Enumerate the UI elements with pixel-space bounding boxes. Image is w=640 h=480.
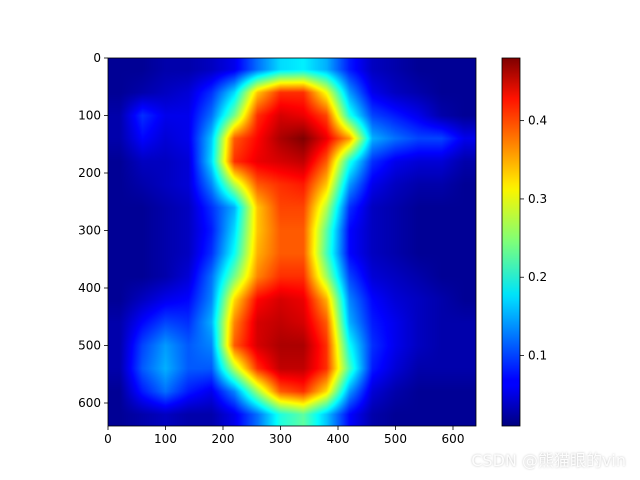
- y-tick-label: 600: [78, 396, 101, 410]
- x-tick-label: 0: [104, 432, 112, 446]
- plot-frame: [107, 57, 477, 427]
- x-tick-label: 300: [269, 432, 292, 446]
- x-axis: 0 100 200 300 400 500 600: [104, 426, 464, 446]
- x-tick-label: 400: [327, 432, 350, 446]
- colorbar-ticks: 0.1 0.2 0.3 0.4: [520, 114, 547, 363]
- y-tick-label: 0: [93, 51, 101, 65]
- x-tick-label: 500: [384, 432, 407, 446]
- colorbar-gradient: [502, 58, 520, 426]
- y-tick-label: 100: [78, 109, 101, 123]
- plot-area: [107, 57, 477, 427]
- y-tick-label: 300: [78, 224, 101, 238]
- colorbar: 0.1 0.2 0.3 0.4: [501, 57, 547, 427]
- x-tick-label: 100: [154, 432, 177, 446]
- colorbar-tick-label: 0.3: [528, 192, 547, 206]
- watermark: CSDN @熊猫眼的vin: [471, 451, 626, 470]
- y-axis: 0 100 200 300 400 500 600: [78, 51, 108, 410]
- colorbar-tick-label: 0.4: [528, 114, 547, 128]
- y-tick-label: 400: [78, 281, 101, 295]
- colorbar-frame: [501, 57, 521, 427]
- y-tick-label: 500: [78, 339, 101, 353]
- heatmap-image: [108, 58, 476, 426]
- colorbar-tick-label: 0.2: [528, 270, 547, 284]
- y-tick-label: 200: [78, 166, 101, 180]
- x-tick-label: 200: [212, 432, 235, 446]
- colorbar-tick-label: 0.1: [528, 349, 547, 363]
- x-tick-label: 600: [442, 432, 465, 446]
